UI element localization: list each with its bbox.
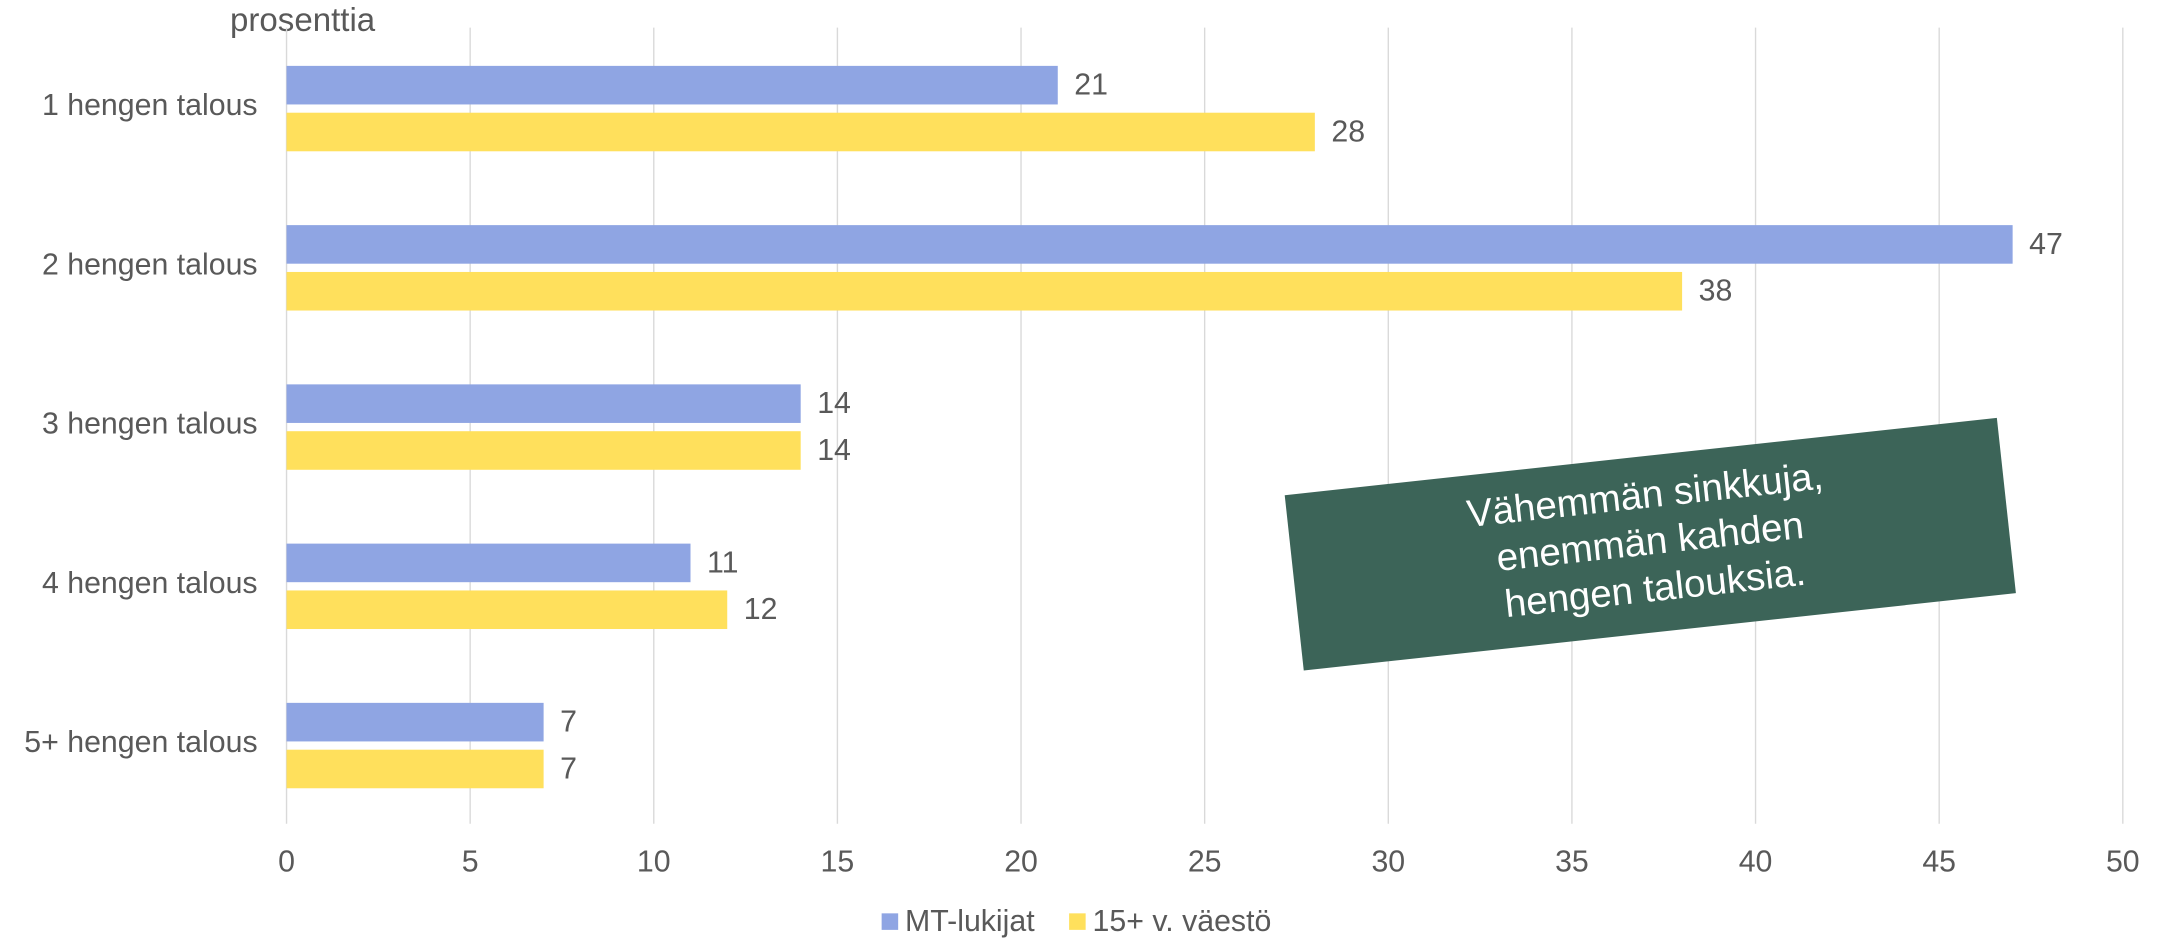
value-label: 7: [560, 752, 577, 785]
value-label: 11: [707, 546, 738, 579]
x-tick-label: 40: [1739, 846, 1773, 879]
value-label: 21: [1074, 69, 1108, 102]
bar: [286, 65, 1058, 105]
x-tick-label: 25: [1188, 846, 1222, 879]
value-label: 14: [817, 434, 851, 467]
legend-label: 15+ v. väestö: [1093, 905, 1272, 938]
bar: [286, 590, 728, 630]
y-tick-label: 4 hengen talous: [42, 567, 258, 600]
unit-label: prosenttia: [230, 2, 376, 39]
bar: [286, 112, 1315, 152]
y-tick-label: 1 hengen talous: [42, 89, 258, 122]
x-tick-label: 0: [278, 846, 295, 879]
bar: [286, 271, 1683, 311]
x-tick-label: 50: [2106, 846, 2140, 879]
bar: [286, 543, 691, 583]
bar: [286, 702, 544, 742]
bar: [286, 384, 801, 423]
x-tick-label: 30: [1371, 846, 1405, 879]
legend-swatch: [881, 913, 899, 930]
y-tick-label: 3 hengen talous: [42, 408, 258, 441]
x-tick-label: 10: [637, 846, 671, 879]
bar: [286, 749, 544, 789]
x-tick-label: 45: [1922, 846, 1956, 879]
value-label: 38: [1699, 275, 1733, 308]
x-tick-label: 15: [821, 846, 855, 879]
value-label: 7: [560, 706, 577, 739]
bar: [286, 431, 801, 470]
bar: [286, 225, 2013, 264]
legend-swatch: [1069, 913, 1086, 930]
y-tick-label: 5+ hengen talous: [24, 726, 257, 759]
value-label: 12: [744, 593, 778, 626]
value-label: 28: [1331, 115, 1365, 148]
annotation-box: [1284, 417, 2016, 671]
x-tick-label: 5: [462, 846, 479, 879]
value-label: 47: [2029, 228, 2063, 261]
x-tick-label: 35: [1555, 846, 1589, 879]
value-label: 14: [817, 387, 851, 420]
y-tick-label: 2 hengen talous: [42, 248, 258, 281]
legend-label: MT-lukijat: [905, 905, 1035, 938]
x-tick-label: 20: [1004, 846, 1038, 879]
